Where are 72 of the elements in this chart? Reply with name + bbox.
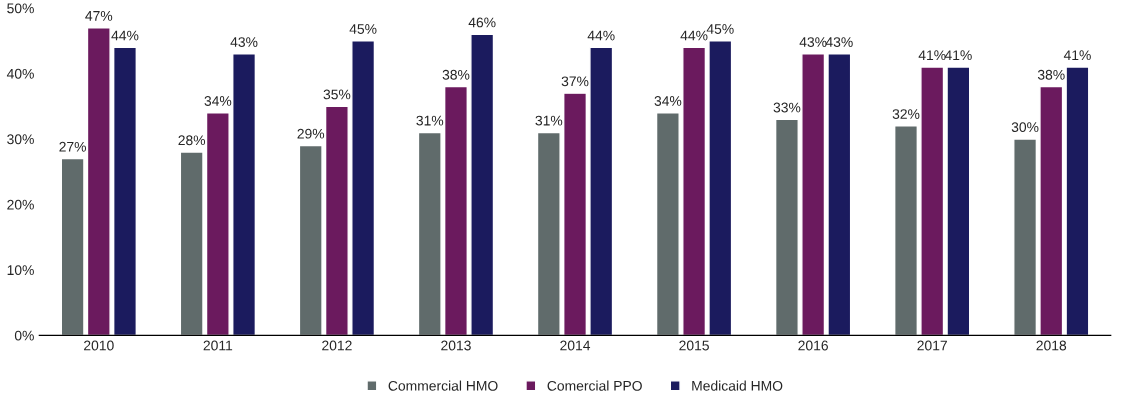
bar — [232, 53, 257, 336]
bar — [946, 66, 971, 336]
bar — [351, 40, 376, 336]
data-label: 45% — [349, 24, 377, 34]
data-label: 47% — [85, 11, 113, 21]
bar — [708, 40, 733, 336]
y-tick-label: 10% — [7, 265, 34, 276]
y-tick-label: 0% — [14, 330, 34, 341]
data-label: 32% — [892, 109, 920, 119]
y-tick-label: 40% — [6, 68, 34, 79]
bar — [1065, 66, 1090, 336]
data-label: 46% — [468, 17, 496, 28]
bar — [205, 112, 230, 336]
legend-label: Commercial HMO — [388, 380, 498, 391]
data-label: 35% — [323, 89, 351, 100]
data-label: 37% — [561, 76, 589, 87]
data-label: 44% — [111, 30, 139, 41]
data-label: 43% — [799, 37, 827, 47]
data-label: 41% — [918, 50, 946, 61]
bar — [801, 53, 826, 336]
bar — [470, 33, 495, 336]
data-label: 27% — [59, 141, 87, 152]
data-label: 38% — [1037, 69, 1065, 80]
bar — [324, 105, 349, 336]
data-label: 45% — [706, 24, 734, 34]
bar — [682, 46, 707, 336]
data-label: 34% — [204, 96, 232, 106]
bar — [417, 131, 442, 336]
legend-label: Comercial PPO — [547, 380, 642, 391]
data-label: 34% — [654, 96, 682, 106]
bar — [1039, 85, 1064, 336]
bar — [443, 85, 468, 336]
x-tick-label: 2016 — [798, 340, 828, 351]
x-tick-label: 2018 — [1036, 340, 1067, 351]
bar — [536, 131, 561, 336]
y-tick-label: 20% — [7, 199, 34, 210]
bar — [827, 53, 852, 336]
bar — [893, 125, 919, 336]
x-tick-label: 2010 — [84, 340, 114, 351]
data-label: 28% — [178, 135, 206, 146]
y-tick-label: 30% — [7, 134, 34, 145]
x-tick-label: 2012 — [322, 340, 352, 351]
bar — [774, 118, 799, 336]
x-tick-label: 2014 — [560, 340, 591, 351]
x-tick-label: 2017 — [917, 340, 947, 351]
data-label: 30% — [1011, 122, 1039, 133]
bar — [589, 46, 614, 336]
bar — [563, 92, 588, 336]
x-tick-label: 2015 — [679, 340, 709, 351]
data-label: 43% — [230, 37, 258, 47]
data-label: 44% — [587, 30, 615, 41]
data-label: 44% — [680, 30, 708, 41]
bar — [298, 144, 323, 336]
bar — [1013, 138, 1038, 336]
x-tick-label: 2011 — [203, 340, 233, 351]
bar — [86, 27, 111, 336]
bar — [920, 66, 945, 336]
bar — [112, 46, 137, 336]
data-label: 41% — [1063, 50, 1091, 61]
data-label: 31% — [535, 115, 563, 126]
data-label: 33% — [773, 102, 801, 113]
y-tick-label: 50% — [7, 3, 34, 14]
data-label: 41% — [944, 50, 972, 61]
bar — [655, 112, 680, 336]
data-label: 38% — [442, 69, 470, 80]
data-label: 31% — [416, 115, 444, 126]
data-label: 43% — [825, 37, 853, 47]
x-tick-label: 2013 — [441, 340, 471, 351]
data-label: 29% — [297, 128, 325, 139]
bar — [179, 151, 204, 336]
bar — [60, 157, 85, 336]
legend-label: Medicaid HMO — [692, 380, 783, 391]
